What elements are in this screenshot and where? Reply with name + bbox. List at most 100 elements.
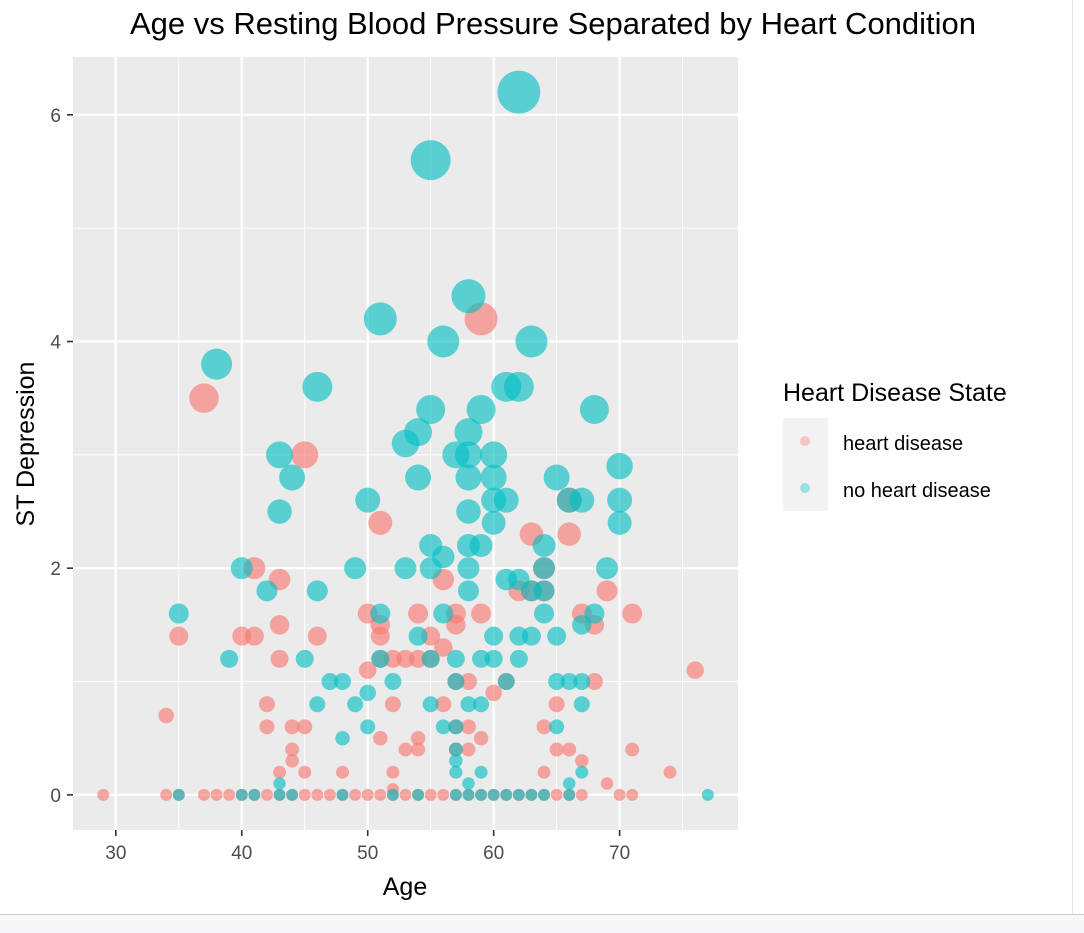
data-point-heart-disease <box>557 522 581 546</box>
data-point-no-heart-disease <box>534 603 555 624</box>
data-point-no-heart-disease <box>532 534 556 558</box>
x-tick-label: 40 <box>231 843 252 864</box>
data-point-heart-disease <box>270 649 289 668</box>
data-point-no-heart-disease <box>432 545 455 569</box>
data-point-no-heart-disease <box>449 788 462 801</box>
data-point-no-heart-disease <box>394 557 417 580</box>
data-point-heart-disease <box>613 788 626 801</box>
data-point-no-heart-disease <box>509 649 528 668</box>
data-point-no-heart-disease <box>404 418 433 447</box>
data-point-no-heart-disease <box>410 140 451 181</box>
data-point-heart-disease <box>284 719 300 735</box>
data-points <box>97 70 714 801</box>
data-point-heart-disease <box>285 754 299 768</box>
data-point-no-heart-disease <box>474 765 488 779</box>
data-point-heart-disease <box>600 777 614 790</box>
data-point-no-heart-disease <box>503 371 534 402</box>
data-point-no-heart-disease <box>412 788 425 801</box>
data-point-heart-disease <box>396 649 415 668</box>
data-point-no-heart-disease <box>701 788 714 801</box>
data-point-no-heart-disease <box>220 649 239 668</box>
data-point-no-heart-disease <box>573 673 591 691</box>
data-point-heart-disease <box>258 696 275 713</box>
y-tick-label: 2 <box>50 559 61 580</box>
legend-title: Heart Disease State <box>783 379 1007 407</box>
data-point-no-heart-disease <box>484 626 504 646</box>
data-point-no-heart-disease <box>435 719 451 735</box>
data-point-heart-disease <box>596 580 618 602</box>
y-tick-label: 4 <box>50 332 61 353</box>
data-point-no-heart-disease <box>267 499 292 524</box>
data-point-no-heart-disease <box>475 788 488 801</box>
data-point-no-heart-disease <box>347 696 364 713</box>
data-point-heart-disease <box>408 603 429 624</box>
y-axis-tick-labels: 0 2 4 6 <box>50 106 61 807</box>
data-point-no-heart-disease <box>360 719 376 735</box>
data-point-heart-disease <box>461 742 476 757</box>
data-point-no-heart-disease <box>480 464 507 491</box>
data-point-heart-disease <box>273 765 287 779</box>
data-point-heart-disease <box>399 788 412 801</box>
data-point-heart-disease <box>585 673 603 691</box>
data-point-no-heart-disease <box>497 70 541 114</box>
y-tick-label: 0 <box>50 786 61 807</box>
data-point-heart-disease <box>549 742 564 757</box>
data-point-heart-disease <box>323 788 336 801</box>
data-point-no-heart-disease <box>449 765 463 779</box>
data-point-no-heart-disease <box>579 394 609 424</box>
data-point-heart-disease <box>370 626 390 646</box>
data-point-no-heart-disease <box>355 487 381 513</box>
data-point-no-heart-disease <box>562 777 576 790</box>
data-point-no-heart-disease <box>466 394 496 424</box>
data-point-heart-disease <box>260 788 273 801</box>
data-point-no-heart-disease <box>462 788 475 801</box>
data-point-heart-disease <box>437 788 450 801</box>
data-point-no-heart-disease <box>454 418 483 447</box>
data-point-heart-disease <box>435 696 452 713</box>
x-axis-tick-labels: 30 40 50 60 70 <box>105 843 630 864</box>
data-point-no-heart-disease <box>521 626 541 646</box>
data-point-no-heart-disease <box>548 673 566 691</box>
data-point-heart-disease <box>297 719 313 735</box>
data-point-heart-disease <box>244 626 264 646</box>
data-point-heart-disease <box>626 788 639 801</box>
window-edge <box>1072 0 1084 914</box>
y-tick-label: 6 <box>50 106 61 127</box>
data-point-no-heart-disease <box>384 673 402 691</box>
data-point-no-heart-disease <box>457 580 479 602</box>
data-point-no-heart-disease <box>462 777 475 790</box>
data-point-no-heart-disease <box>279 464 306 491</box>
data-point-no-heart-disease <box>416 394 446 424</box>
data-point-heart-disease <box>410 730 426 746</box>
data-point-heart-disease <box>409 649 428 668</box>
data-point-no-heart-disease <box>427 325 460 358</box>
data-point-no-heart-disease <box>295 649 314 668</box>
data-point-heart-disease <box>285 742 300 757</box>
data-point-no-heart-disease <box>201 348 233 380</box>
data-point-no-heart-disease <box>533 580 555 602</box>
data-point-heart-disease <box>298 765 312 779</box>
x-tick-label: 70 <box>609 843 630 864</box>
data-point-no-heart-disease <box>584 603 605 624</box>
data-point-heart-disease <box>550 788 563 801</box>
data-point-heart-disease <box>298 788 311 801</box>
data-point-heart-disease <box>361 788 374 801</box>
data-point-no-heart-disease <box>446 649 465 668</box>
data-point-no-heart-disease <box>596 557 619 580</box>
data-point-heart-disease <box>374 788 387 801</box>
data-point-no-heart-disease <box>543 464 570 491</box>
data-point-no-heart-disease <box>336 788 349 801</box>
data-point-no-heart-disease <box>569 487 595 513</box>
data-point-heart-disease <box>536 719 552 735</box>
data-point-no-heart-disease <box>560 673 578 691</box>
data-point-no-heart-disease <box>359 684 376 702</box>
data-point-heart-disease <box>459 673 477 691</box>
data-point-no-heart-disease <box>480 441 508 469</box>
data-point-heart-disease <box>622 603 643 624</box>
data-point-no-heart-disease <box>481 510 506 535</box>
data-point-heart-disease <box>158 707 174 724</box>
data-point-heart-disease <box>663 765 677 779</box>
data-point-heart-disease <box>259 719 275 735</box>
data-point-no-heart-disease <box>335 730 350 746</box>
